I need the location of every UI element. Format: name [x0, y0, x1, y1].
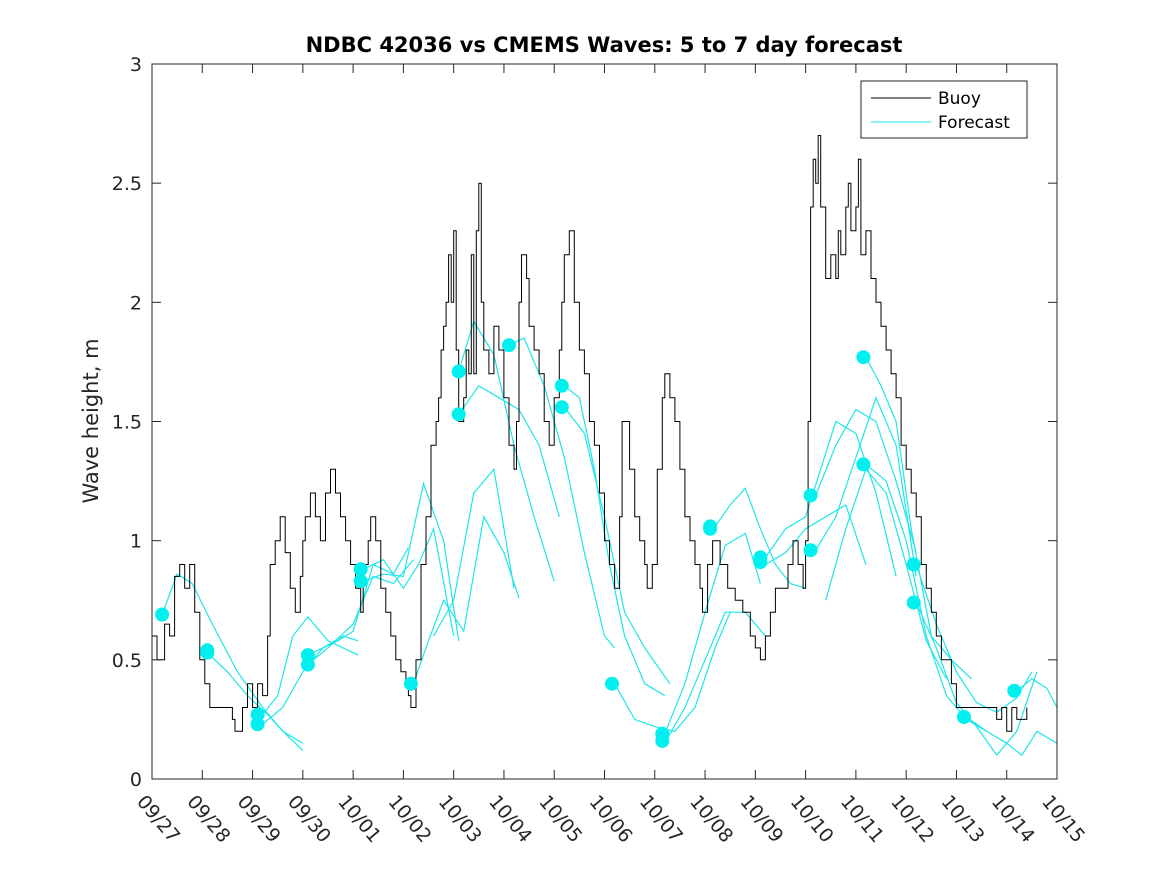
legend: Buoy Forecast [860, 80, 1028, 139]
forecast-marker-9 [353, 574, 368, 589]
forecast-line-9 [412, 515, 520, 684]
legend-forecast-label: Forecast [938, 113, 1010, 133]
forecast-line-17 [664, 532, 761, 734]
y-tick-label: 0.5 [112, 650, 142, 672]
forecast-line-20 [764, 420, 897, 577]
forecast-line-21 [765, 504, 867, 566]
forecast-marker-23 [803, 488, 818, 503]
legend-buoy-label: Buoy [938, 89, 981, 109]
forecast-line-7 [362, 526, 455, 637]
forecast-line-29 [966, 716, 1057, 757]
forecast-marker-1 [155, 607, 170, 622]
forecast-line-22 [815, 408, 917, 553]
y-tick-label: 2.5 [112, 173, 142, 195]
forecast-marker-13 [502, 338, 516, 353]
forecast-marker-8 [353, 562, 368, 577]
forecast-marker-5 [250, 717, 265, 732]
y-tick-label: 1.5 [112, 412, 142, 434]
forecast-marker-4 [250, 707, 265, 722]
forecast-line-16 [614, 611, 731, 732]
chart-title: NDBC 42036 vs CMEMS Waves: 5 to 7 day fo… [306, 33, 903, 57]
forecast-marker-18 [655, 733, 670, 748]
forecast-line-13 [508, 337, 616, 649]
forecast-line-3 [262, 615, 359, 715]
forecast-marker-16 [605, 676, 619, 691]
forecast-marker-22 [753, 555, 768, 570]
forecast-marker-7 [300, 657, 315, 672]
forecast-marker-12 [451, 407, 466, 422]
forecast-line-19 [714, 487, 806, 589]
forecast-marker-29 [957, 710, 971, 724]
forecast-marker-20 [703, 521, 718, 536]
forecast-marker-26 [856, 457, 871, 472]
forecast-marker-3 [200, 645, 215, 660]
forecast-line-18 [664, 611, 766, 744]
forecast-marker-30 [1007, 683, 1022, 698]
y-tick-label: 2 [130, 292, 142, 314]
forecast-marker-25 [856, 350, 871, 365]
forecast-line-28 [915, 602, 1038, 757]
forecast-marker-15 [554, 400, 569, 415]
y-tick-label: 3 [130, 54, 142, 76]
y-tick-label: 0 [130, 769, 142, 791]
buoy-line [152, 135, 1028, 732]
forecast-marker-10 [403, 676, 418, 691]
forecast-marker-14 [554, 378, 569, 393]
forecast-marker-27 [906, 557, 921, 572]
legend-box [860, 80, 1028, 139]
forecast-line-30 [1016, 678, 1057, 708]
forecast-marker-28 [906, 595, 921, 610]
forecast-line-24 [825, 468, 947, 680]
forecast-marker-24 [803, 543, 818, 558]
forecast-line-23 [815, 396, 917, 577]
y-tick-label: 1 [130, 531, 142, 553]
forecast-line-12 [433, 467, 515, 637]
marker-layer [155, 338, 1022, 748]
forecast-marker-11 [451, 364, 466, 379]
forecast-line-8 [362, 481, 460, 641]
y-axis-label: Wave height, m [79, 338, 103, 503]
